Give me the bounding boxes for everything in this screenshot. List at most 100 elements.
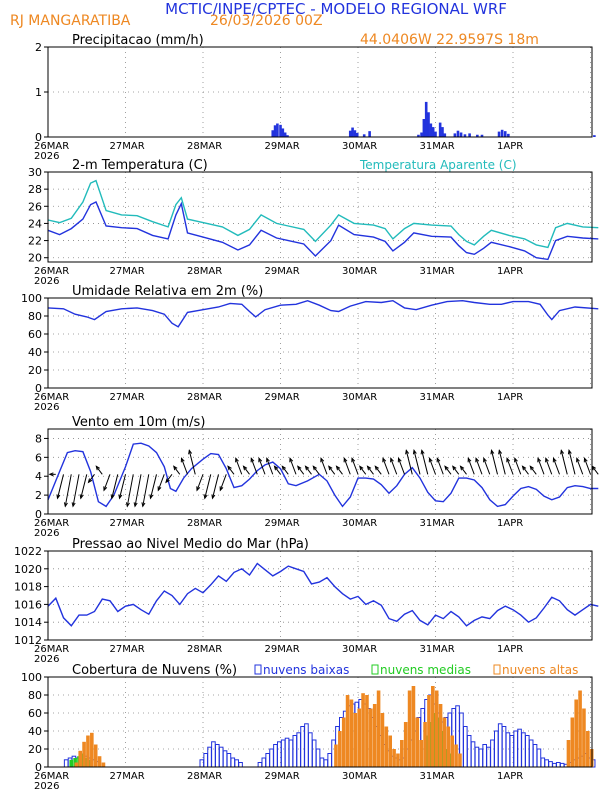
chart-title: MCTIC/INPE/CPTEC - MODELO REGIONAL WRF [165,0,507,18]
wind-vector [568,450,576,475]
panel-2: 20 22 24 26 28 30 2-m Temperatura (C) Temperatu… [28,158,599,287]
bar [486,746,491,768]
y-tick-label: 20 [28,364,42,377]
bar [396,753,400,767]
wind-vector-head [328,465,333,471]
bar [361,693,365,767]
wind-vector-head [188,449,193,455]
wind-vector-head [320,457,325,463]
bar [63,759,69,768]
wind-vector [444,466,452,475]
bar [490,739,495,768]
bar [218,746,224,768]
y-tick-label: 2 [35,489,42,502]
y-tick-label: 22 [28,235,42,248]
bar [574,699,578,767]
panel-4: 0 2 4 6 8 Vento em 10m (m/s) 26MAR 27MAR 28MAR 29… [34,415,599,539]
wind-vector [413,450,421,475]
wind-vector-head [428,457,433,463]
bar [230,757,236,768]
wind-vector-head [71,502,76,508]
wind-vector [157,474,165,491]
bar [226,753,232,768]
series-line [47,442,599,508]
coords-label: 44.0406W 22.9597S 18m [360,32,539,48]
bar [327,753,332,768]
wind-vector-head [219,486,224,492]
x-tick-label: 28MAR [187,518,222,529]
bar [97,756,102,767]
wind-vector-head [521,465,527,471]
x-year-label: 2026 [34,402,59,413]
series-line [47,179,599,249]
bar [392,749,396,767]
bar [431,686,435,767]
wind-vector [312,466,320,475]
wind-vector [165,474,173,483]
wind-vector-head [545,457,549,463]
bar [429,123,433,137]
bar [532,744,538,768]
bar [286,135,289,137]
wind-vector-head [374,465,379,471]
panel-title: Cobertura de Nuvens (%) [72,663,237,678]
bar [271,130,275,137]
x-tick-label: 30MAR [342,141,377,152]
bar [507,133,510,137]
wind-vector [219,474,227,491]
bar [427,695,431,767]
wind-vector [382,458,390,475]
bar [438,122,442,137]
bar [559,762,565,768]
y-tick-label: 0 [35,508,42,521]
bar [211,741,216,768]
wind-vector [514,458,522,475]
x-tick-label: 30MAR [342,392,377,403]
bar [308,732,313,768]
y-tick-label: 24 [28,217,42,230]
wind-vector-head [552,457,557,463]
panel-frame [47,428,593,515]
legend-label: nuvens altas [502,663,578,677]
legend-swatch [254,664,262,675]
wind-vector-head [211,494,216,500]
panel-frame [47,297,593,389]
panel-frame [47,550,593,641]
bar [578,690,582,767]
legend-label: nuvens baixas [263,663,349,677]
wind-vector [522,466,529,475]
legend-swatch [493,664,501,675]
wind-vector-head [343,457,348,463]
bar [420,132,423,137]
wind-vector [181,458,188,475]
wind-vector [289,458,297,475]
wind-vector-head [95,465,100,471]
wind-vector [212,474,219,499]
bar [443,133,447,137]
wind-vector [196,474,204,491]
wind-vector-head [405,449,410,455]
y-tick-label: 28 [28,183,42,196]
wind-vector-head [382,457,387,463]
bar [570,717,575,767]
bar [463,726,468,768]
bar [434,690,439,767]
bar [238,762,243,768]
wind-vector-head [312,465,317,471]
wind-vector-head [281,465,286,471]
bar [315,748,321,768]
wind-vector-head [125,502,130,508]
bar [78,750,82,767]
wind-vector [421,450,429,475]
wind-vector [498,450,506,475]
bar [446,726,451,767]
y-tick-label: 1016 [14,598,42,611]
bar [419,740,423,767]
bar [582,708,586,767]
bar [513,730,518,768]
bar [257,762,263,768]
bar [284,737,290,768]
wind-vector [119,474,126,499]
wind-vector [460,466,467,475]
wind-vector [475,458,483,475]
